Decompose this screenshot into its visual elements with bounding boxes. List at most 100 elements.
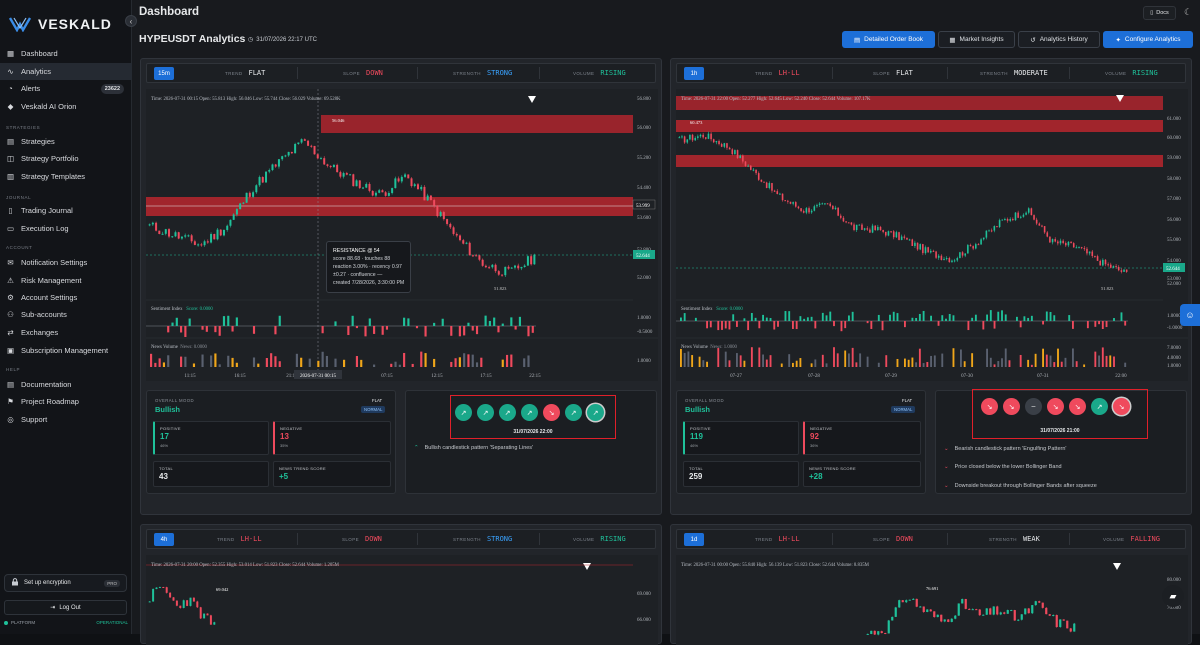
sentiment-bar	[1086, 321, 1089, 329]
sentiment-bar	[840, 321, 843, 332]
veskald-logo-icon	[8, 17, 32, 32]
exchanges-icon: ⇄	[7, 328, 14, 337]
market-insights-button[interactable]: ▦ Market Insights	[938, 31, 1015, 48]
sentiment-bar	[385, 326, 389, 330]
candlestick-chart[interactable]: 60.473 51.823 61.000 60.000 59.000 58.000 57.0…	[676, 89, 1188, 381]
candle-body	[968, 608, 971, 610]
sidebar-item-strategy-portfolio[interactable]: ◫ Strategy Portfolio	[0, 150, 132, 167]
sidebar-item-project-roadmap[interactable]: ⚑ Project Roadmap	[0, 393, 132, 410]
setup-encryption-button[interactable]: Set up encryption PRO	[4, 574, 127, 592]
sidebar-item-analytics[interactable]: ∿ Analytics	[0, 63, 132, 80]
candle-body	[1006, 610, 1009, 614]
sidebar: VESKALD ‹ ▦ Dashboard ∿ Analytics ◔ Alerts 236…	[0, 0, 137, 634]
detailed-order-book-button[interactable]: ▤ Detailed Order Book	[842, 31, 935, 48]
candle-body	[1099, 260, 1102, 266]
candle-body	[996, 226, 998, 228]
bearish-pattern-icon[interactable]: ↘	[1069, 398, 1086, 415]
sidebar-item-label: Execution Log	[21, 224, 69, 233]
bullish-pattern-icon[interactable]: ↗	[1091, 398, 1108, 415]
bearish-pattern-icon[interactable]: ↘	[1113, 398, 1130, 415]
trend-cell: TREND LH-LL	[217, 530, 262, 548]
sidebar-item-exchanges[interactable]: ⇄ Exchanges	[0, 324, 132, 341]
bullish-pattern-icon[interactable]: ↗	[565, 404, 582, 421]
candle-body	[297, 142, 300, 145]
candlestick-chart[interactable]: 76.691 80.000 70.000 Time: 2026-07-31 00:0…	[676, 555, 1188, 645]
candle-body	[1094, 256, 1096, 258]
sentiment-bar	[1027, 317, 1030, 321]
neutral-pattern-icon[interactable]: –	[1025, 398, 1042, 415]
sentiment-bar	[683, 313, 686, 321]
news-volume-label: News Volume News: 1.0000	[681, 345, 737, 350]
theme-toggle-moon-icon[interactable]: ☾	[1184, 7, 1193, 17]
bullish-pattern-icon[interactable]: ↗	[499, 404, 516, 421]
sentiment-bar	[724, 321, 727, 329]
overall-mood-card: OVERALL MOOD Bullish FLAT NORMAL POSITIV…	[676, 390, 926, 494]
sidebar-item-support[interactable]: ◎ Support	[0, 411, 132, 428]
news-volume-bar	[702, 360, 705, 367]
bearish-pattern-icon[interactable]: ↘	[543, 404, 560, 421]
sidebar-item-strategies[interactable]: ▤ Strategies	[0, 133, 132, 150]
sentiment-bar	[881, 321, 884, 331]
sidebar-item-veskald-ai-orion[interactable]: ◆ Veskald AI Orion	[0, 98, 132, 115]
sidebar-item-trading-journal[interactable]: ▯ Trading Journal	[0, 202, 132, 219]
collapse-sidebar-button[interactable]: ‹	[125, 15, 137, 27]
bullish-pattern-icon[interactable]: ↗	[455, 404, 472, 421]
analytics-history-button[interactable]: ↺ Analytics History	[1018, 31, 1100, 48]
brand-logo[interactable]: VESKALD	[8, 14, 112, 34]
candle-body	[300, 139, 303, 143]
candle-body	[501, 274, 504, 276]
sidebar-item-alerts[interactable]: ◔ Alerts 23622	[0, 80, 132, 97]
sentiment-bar	[381, 326, 384, 335]
sentiment-bar	[844, 321, 847, 329]
configure-analytics-button[interactable]: ✦ Configure Analytics	[1103, 31, 1193, 48]
chat-button[interactable]: ▰	[1162, 585, 1184, 607]
sidebar-item-subscription-management[interactable]: ▣ Subscription Management	[0, 342, 132, 359]
timeframe-badge[interactable]: 1h	[684, 67, 704, 80]
timeframe-badge[interactable]: 4h	[154, 533, 174, 546]
candle-body	[158, 587, 161, 589]
candle-body	[339, 172, 342, 177]
sentiment-bar	[488, 320, 491, 326]
candle-body	[1057, 241, 1059, 244]
candlestick-chart[interactable]: 69.042 69.000 66.000 Time: 2026-07-31 20:0…	[146, 555, 658, 645]
sidebar-item-label: Dashboard	[21, 49, 58, 58]
candle-body	[892, 231, 895, 238]
news-volume-bar	[758, 347, 761, 367]
mood-value: Bullish	[155, 405, 181, 414]
candle-body	[908, 239, 911, 241]
bearish-pattern-icon[interactable]: ↘	[1003, 398, 1020, 415]
timeframe-badge[interactable]: 1d	[684, 533, 704, 546]
bearish-pattern-icon[interactable]: ↘	[1047, 398, 1064, 415]
candle-body	[789, 201, 792, 204]
ai-assistant-tab[interactable]: ☺	[1180, 304, 1200, 326]
bearish-pattern-icon[interactable]: ↘	[981, 398, 998, 415]
sentiment-score: Score: 0.0000	[186, 307, 213, 312]
sidebar-item-documentation[interactable]: ▤ Documentation	[0, 376, 132, 393]
sidebar-item-execution-log[interactable]: ▭ Execution Log	[0, 220, 132, 237]
notification-settings-icon: ✉	[7, 258, 14, 267]
sidebar-item-dashboard[interactable]: ▦ Dashboard	[0, 45, 132, 62]
bullish-pattern-icon[interactable]: ↗	[521, 404, 538, 421]
candle-body	[871, 225, 874, 233]
news-volume-bar	[780, 363, 783, 367]
candlestick-chart[interactable]: 56.046 51.823 56.800 56.000 55.200 54.400 53.6…	[146, 89, 658, 381]
candle-body	[290, 151, 293, 154]
bullish-pattern-icon[interactable]: ↗	[477, 404, 494, 421]
x-axis-tick-label: 07-29	[885, 374, 897, 379]
docs-button[interactable]: ▯ Docs	[1143, 6, 1176, 20]
sentiment-bar	[321, 326, 324, 334]
news-volume-bar	[717, 348, 720, 367]
sidebar-item-notification-settings[interactable]: ✉ Notification Settings	[0, 254, 132, 271]
candle-body	[1038, 601, 1041, 603]
candle-body	[861, 224, 863, 230]
price-chart-svg: 76.691 80.000 70.000	[676, 555, 1188, 645]
bullish-pattern-icon[interactable]: ↗	[587, 404, 604, 421]
timeframe-badge[interactable]: 15m	[154, 67, 174, 80]
settings-gear-icon: ✦	[1115, 36, 1121, 44]
sidebar-item-sub-accounts[interactable]: ⚇ Sub-accounts	[0, 306, 132, 323]
logout-button[interactable]: ⇥ Log Out	[4, 600, 127, 615]
sentiment-bar	[218, 326, 221, 336]
sidebar-item-strategy-templates[interactable]: ▥ Strategy Templates	[0, 168, 132, 185]
sidebar-item-risk-management[interactable]: ⚠ Risk Management	[0, 272, 132, 289]
sidebar-item-account-settings[interactable]: ⚙ Account Settings	[0, 289, 132, 306]
